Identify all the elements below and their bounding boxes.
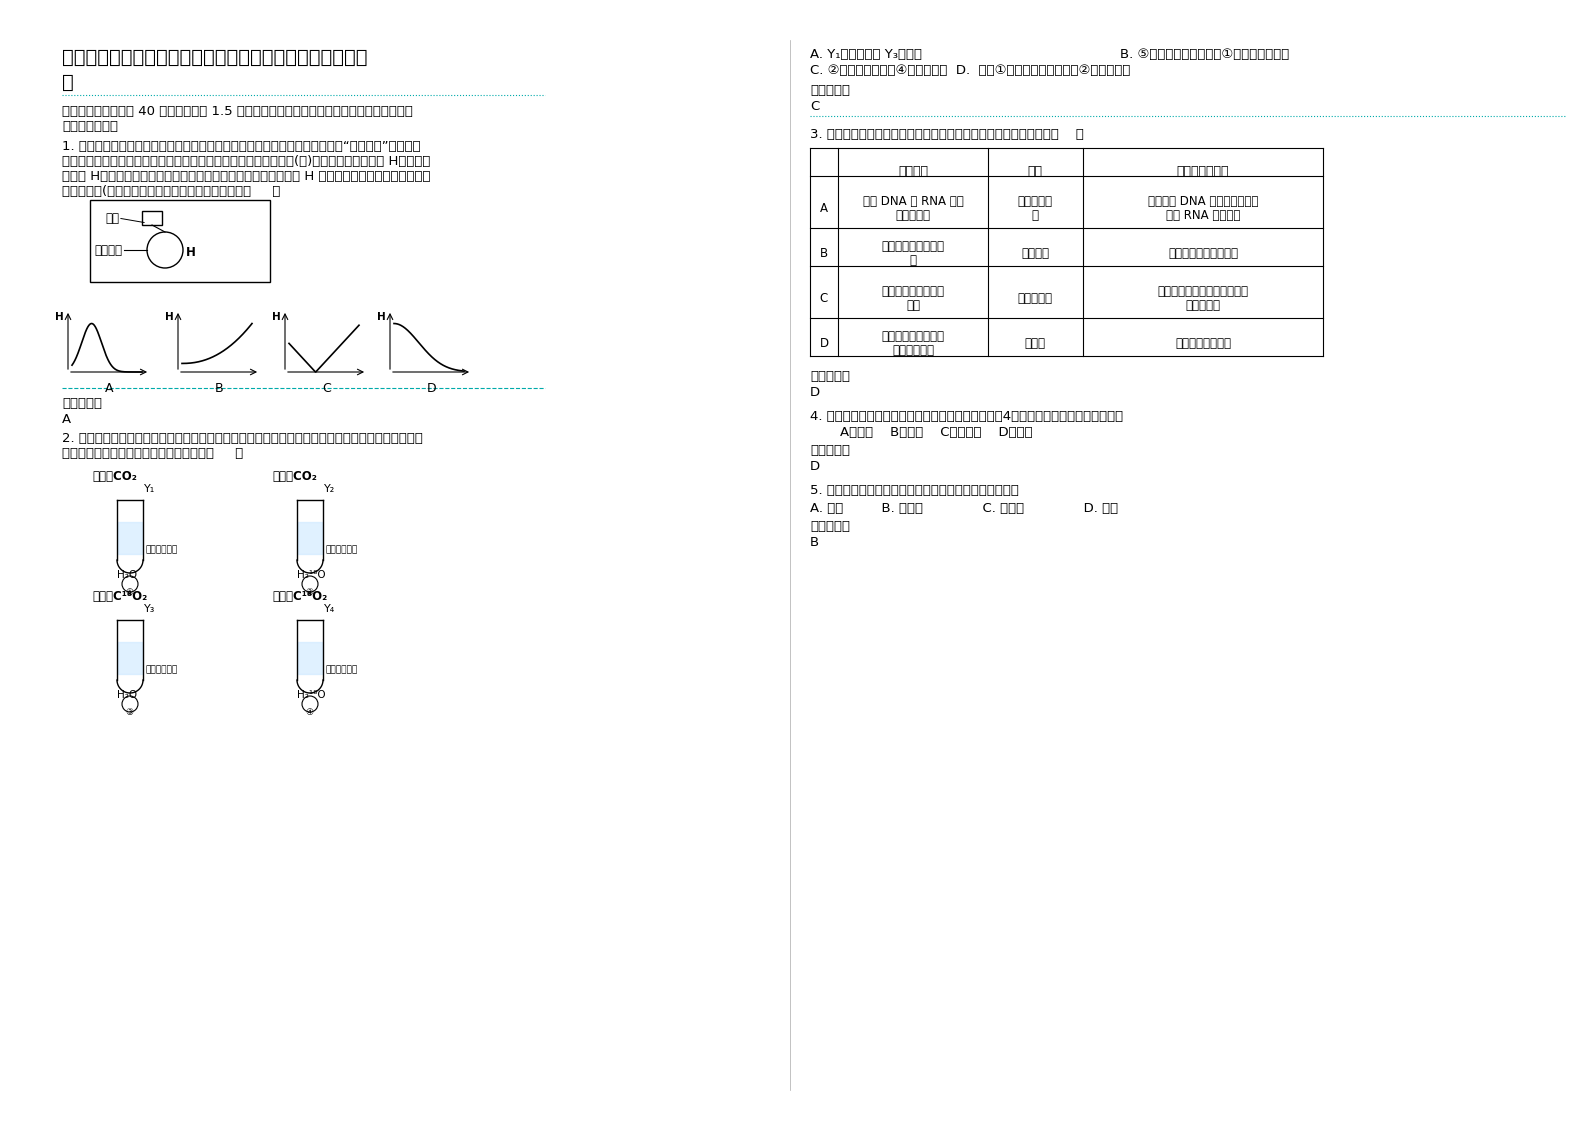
Text: 葡萄糖与双缩脲试剂作用，生: 葡萄糖与双缩脲试剂作用，生 bbox=[1157, 285, 1249, 298]
Text: 河北省邯郸市永年县第一中学高一生物上学期期末试题含解: 河北省邯郸市永年县第一中学高一生物上学期期末试题含解 bbox=[62, 48, 368, 67]
Text: 观察 DNA 和 RNA 在细: 观察 DNA 和 RNA 在细 bbox=[863, 195, 963, 208]
Text: 检测植物组织中的脂: 检测植物组织中的脂 bbox=[881, 240, 944, 252]
Text: A: A bbox=[62, 413, 71, 426]
Text: A. 蔗糖         B. 葡萄糖              C. 麦芽糖              D. 核糖: A. 蔗糖 B. 葡萄糖 C. 麦芽糖 D. 核糖 bbox=[809, 502, 1119, 515]
Text: ①: ① bbox=[125, 588, 133, 597]
Bar bbox=[90, 200, 270, 282]
Text: H: H bbox=[165, 312, 173, 322]
Text: 健那绿吡罗: 健那绿吡罗 bbox=[1017, 195, 1052, 208]
Text: A. Y₁的质量大于 Y₃的质量: A. Y₁的质量大于 Y₃的质量 bbox=[809, 48, 922, 61]
Text: 5. 淀粉是生物体内一种储能物质，构成淀粉的基本单位是: 5. 淀粉是生物体内一种储能物质，构成淀粉的基本单位是 bbox=[809, 484, 1019, 497]
Text: 3. 下表是根据实验目的，所选用的试剂与预期的实验结果正确的是（    ）: 3. 下表是根据实验目的，所选用的试剂与预期的实验结果正确的是（ ） bbox=[809, 128, 1084, 141]
Text: 题目要求的。）: 题目要求的。） bbox=[62, 120, 117, 134]
Text: 脂肪颗粒被染成紫红色: 脂肪颗粒被染成紫红色 bbox=[1168, 247, 1238, 260]
Text: 关系可能是(注：横坐标为容器中麦芽糖溶液浓度）（     ）: 关系可能是(注：横坐标为容器中麦芽糖溶液浓度）（ ） bbox=[62, 185, 281, 197]
Text: 试剂: 试剂 bbox=[1027, 165, 1043, 178]
Text: 肪: 肪 bbox=[909, 254, 917, 267]
Text: H₂¹⁸O: H₂¹⁸O bbox=[297, 570, 325, 580]
Text: 参考答案：: 参考答案： bbox=[809, 444, 851, 457]
Text: H₂O: H₂O bbox=[117, 570, 136, 580]
Text: 人造细胞: 人造细胞 bbox=[94, 243, 122, 257]
Text: Y₃: Y₃ bbox=[144, 604, 156, 614]
Text: C. ②中水的质量大于④中水的质量  D.  试管①水的的质量大于试管②水的的质量: C. ②中水的质量大于④中水的质量 D. 试管①水的的质量大于试管②水的的质量 bbox=[809, 64, 1130, 77]
Text: 参考答案：: 参考答案： bbox=[809, 370, 851, 383]
Text: 小球藻悬浮液: 小球藻悬浮液 bbox=[146, 665, 178, 674]
Text: 一、选择题（本题共 40 小题，每小题 1.5 分。在每小题给出的四个选项中，只有一项是符合: 一、选择题（本题共 40 小题，每小题 1.5 分。在每小题给出的四个选项中，只… bbox=[62, 105, 413, 118]
Text: ②: ② bbox=[305, 588, 313, 597]
Text: H₂¹⁸O: H₂¹⁸O bbox=[297, 690, 325, 700]
Text: 萄糖: 萄糖 bbox=[906, 298, 920, 312]
Text: 红将 RNA 染成红色: 红将 RNA 染成红色 bbox=[1166, 209, 1239, 222]
Text: A: A bbox=[105, 381, 114, 395]
Text: H: H bbox=[378, 312, 386, 322]
Text: D: D bbox=[427, 381, 436, 395]
Text: 示把它沉在装有低浓度麦芽糖溶液的容器底部，其上放一适当重量(碇)的砝码，细胞高度为 H。如果砝: 示把它沉在装有低浓度麦芽糖溶液的容器底部，其上放一适当重量(碇)的砝码，细胞高度… bbox=[62, 155, 430, 168]
Text: 检测植物组织中的葡: 检测植物组织中的葡 bbox=[881, 285, 944, 298]
Text: 参考答案：: 参考答案： bbox=[809, 519, 851, 533]
Text: 小球藻悬浮液: 小球藻悬浮液 bbox=[325, 665, 359, 674]
Text: ③: ③ bbox=[125, 708, 133, 717]
Text: B: B bbox=[820, 247, 828, 260]
Circle shape bbox=[148, 232, 183, 268]
Text: Y₁: Y₁ bbox=[144, 484, 156, 494]
Text: C: C bbox=[322, 381, 330, 395]
Text: D: D bbox=[809, 386, 820, 399]
Text: 胞中的分布: 胞中的分布 bbox=[895, 209, 930, 222]
Text: D: D bbox=[809, 460, 820, 473]
Circle shape bbox=[122, 576, 138, 592]
Text: B: B bbox=[809, 536, 819, 549]
Text: 足量的CO₂: 足量的CO₂ bbox=[92, 470, 136, 482]
Text: 小球藻悬浮液: 小球藻悬浮液 bbox=[146, 545, 178, 554]
Text: 意图。一段时间后，以下说法不正确的是（     ）: 意图。一段时间后，以下说法不正确的是（ ） bbox=[62, 447, 243, 460]
Text: 参考答案：: 参考答案： bbox=[809, 84, 851, 96]
Text: ④: ④ bbox=[305, 708, 313, 717]
Text: C: C bbox=[809, 100, 819, 113]
Text: H: H bbox=[271, 312, 281, 322]
Text: 足量的C¹⁸O₂: 足量的C¹⁸O₂ bbox=[271, 590, 327, 603]
Text: 参考答案：: 参考答案： bbox=[62, 397, 102, 410]
Text: A: A bbox=[820, 202, 828, 215]
Text: 实验目的: 实验目的 bbox=[898, 165, 928, 178]
Text: Y₂: Y₂ bbox=[324, 484, 335, 494]
Text: H: H bbox=[56, 312, 63, 322]
Text: 观察根尖分生组织细: 观察根尖分生组织细 bbox=[881, 330, 944, 343]
Text: 染色体被染成紫色: 染色体被染成紫色 bbox=[1174, 337, 1232, 350]
Text: 龙胆紫: 龙胆紫 bbox=[1025, 337, 1046, 350]
Text: B: B bbox=[214, 381, 224, 395]
Text: C: C bbox=[820, 292, 828, 305]
Text: 足量的C¹⁸O₂: 足量的C¹⁸O₂ bbox=[92, 590, 148, 603]
Circle shape bbox=[302, 696, 317, 712]
Text: A、老年    B、中年    C、青少年    D、幼儿: A、老年 B、中年 C、青少年 D、幼儿 bbox=[840, 426, 1033, 439]
Text: 1. 若将高浓度的麦芽糖溶液装入一个人工半透膜制成的小袋中，就制成了一个“人造细胞”，如图所: 1. 若将高浓度的麦芽糖溶液装入一个人工半透膜制成的小袋中，就制成了一个“人造细… bbox=[62, 140, 421, 153]
Text: 健那绿将 DNA 染成绿色，吡罗: 健那绿将 DNA 染成绿色，吡罗 bbox=[1147, 195, 1258, 208]
Text: H: H bbox=[186, 246, 195, 259]
Bar bbox=[141, 211, 162, 226]
Text: D: D bbox=[819, 337, 828, 350]
Text: 小球藻悬浮液: 小球藻悬浮液 bbox=[325, 545, 359, 554]
Text: B. ⑤中小球藻的质量大于①中小球藻的质量: B. ⑤中小球藻的质量大于①中小球藻的质量 bbox=[1120, 48, 1289, 61]
Text: 足量的CO₂: 足量的CO₂ bbox=[271, 470, 317, 482]
Text: 成红色沉淀: 成红色沉淀 bbox=[1185, 298, 1220, 312]
Text: 码重量 H不变，当逐步增大容器中麦芽糖溶液的浓度时，细胞高度 H 与容器中麦芽糖溶液浓度之间的: 码重量 H不变，当逐步增大容器中麦芽糖溶液的浓度时，细胞高度 H 与容器中麦芽糖… bbox=[62, 171, 430, 183]
Text: 砝码: 砝码 bbox=[105, 212, 119, 226]
Text: 酮酸洋红: 酮酸洋红 bbox=[1020, 247, 1049, 260]
Text: 红: 红 bbox=[1032, 209, 1038, 222]
Text: 2. 下图表示较强光照且温度相同以及水和小球藻的质量相等的条件下，小球藻进行光合作用的实验示: 2. 下图表示较强光照且温度相同以及水和小球藻的质量相等的条件下，小球藻进行光合… bbox=[62, 432, 422, 445]
Text: H₂O: H₂O bbox=[117, 690, 136, 700]
Text: 胞的有丝分裂: 胞的有丝分裂 bbox=[892, 344, 935, 357]
Text: 析: 析 bbox=[62, 73, 73, 92]
Circle shape bbox=[122, 696, 138, 712]
Text: 4. 人在不同生长发育期，其体内含水量也不同。以下4个时期中，含水量最多的是（）: 4. 人在不同生长发育期，其体内含水量也不同。以下4个时期中，含水量最多的是（） bbox=[809, 410, 1124, 423]
Circle shape bbox=[302, 576, 317, 592]
Text: 预期的实验结果: 预期的实验结果 bbox=[1176, 165, 1230, 178]
Text: 双缩脲试剂: 双缩脲试剂 bbox=[1017, 292, 1052, 305]
Text: Y₄: Y₄ bbox=[324, 604, 335, 614]
